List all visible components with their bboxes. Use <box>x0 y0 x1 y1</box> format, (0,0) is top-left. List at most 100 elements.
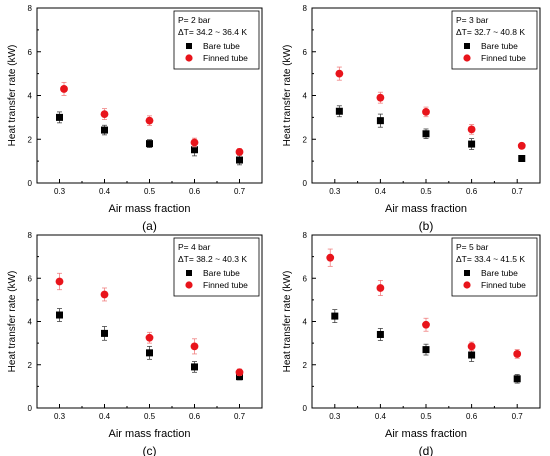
data-point-bare-tube <box>518 155 526 162</box>
y-tick-label: 6 <box>28 48 33 57</box>
x-tick-label: 0.5 <box>144 412 156 421</box>
data-point-bare-tube <box>236 373 243 381</box>
y-tick-label: 0 <box>303 404 308 413</box>
legend-annotation: ΔT= 38.2 ~ 40.3 K <box>178 254 247 264</box>
legend-label: Bare tube <box>481 41 518 51</box>
data-point-bare-tube <box>191 146 198 154</box>
legend-marker <box>464 43 470 49</box>
legend-label: Bare tube <box>203 41 240 51</box>
data-point-bare-tube <box>513 375 521 383</box>
chart-panel-1: 0 2 4 6 8 0.3 0.4 0.5 0.6 0.7 Air mass fraction Hea… <box>7 4 263 233</box>
data-point-bare-tube <box>236 156 243 164</box>
x-tick-label: 0.4 <box>99 187 111 196</box>
chart-panel-4: 0 2 4 6 8 0.3 0.4 0.5 0.6 0.7 Air mass fraction Hea… <box>282 231 541 456</box>
panel-label: (c) <box>143 444 157 456</box>
data-point-finned-tube <box>60 85 68 93</box>
data-point-finned-tube <box>467 342 476 351</box>
data-point-bare-tube <box>56 113 63 121</box>
legend-label: Finned tube <box>203 53 248 63</box>
legend-marker <box>186 43 192 49</box>
data-point-finned-tube <box>326 253 335 262</box>
data-point-finned-tube <box>467 125 476 134</box>
data-point-bare-tube <box>146 140 153 148</box>
y-axis-label: Heat transfer rate (kW) <box>282 271 293 373</box>
x-axis-label: Air mass fraction <box>109 203 191 215</box>
y-tick-label: 8 <box>28 4 33 13</box>
data-point-finned-tube <box>145 333 154 342</box>
data-point-finned-tube <box>55 277 64 286</box>
legend-label: Bare tube <box>203 268 240 278</box>
x-tick-label: 0.4 <box>375 412 387 421</box>
panel-label: (d) <box>419 444 434 456</box>
legend-label: Finned tube <box>203 280 248 290</box>
x-tick-label: 0.7 <box>512 412 524 421</box>
legend-annotation: P= 3 bar <box>456 15 489 25</box>
y-tick-label: 4 <box>303 92 308 101</box>
x-axis-label: Air mass fraction <box>385 203 467 215</box>
x-tick-label: 0.5 <box>420 187 432 196</box>
data-point-finned-tube <box>422 320 430 329</box>
y-tick-label: 2 <box>28 361 33 370</box>
y-tick-label: 0 <box>28 404 33 413</box>
data-point-finned-tube <box>376 284 385 292</box>
chart-panel-2: 0 2 4 6 8 0.3 0.4 0.5 0.6 0.7 Air mass fraction Hea… <box>282 4 541 233</box>
y-tick-label: 8 <box>303 231 308 240</box>
x-tick-label: 0.6 <box>189 412 201 421</box>
data-point-bare-tube <box>422 130 430 138</box>
x-tick-label: 0.5 <box>420 412 432 421</box>
legend-annotation: ΔT= 32.7 ~ 40.8 K <box>456 27 525 37</box>
x-tick-label: 0.4 <box>375 187 387 196</box>
data-point-finned-tube <box>190 342 199 351</box>
data-point-finned-tube <box>376 93 385 102</box>
data-point-bare-tube <box>146 349 153 357</box>
data-point-bare-tube <box>335 107 343 115</box>
data-point-bare-tube <box>468 351 476 359</box>
x-tick-label: 0.5 <box>144 187 156 196</box>
data-point-bare-tube <box>468 140 476 148</box>
x-tick-label: 0.3 <box>54 187 66 196</box>
data-point-finned-tube <box>190 138 199 147</box>
y-tick-label: 2 <box>28 135 33 144</box>
y-tick-label: 6 <box>303 48 308 57</box>
y-tick-label: 6 <box>303 274 308 283</box>
data-point-finned-tube <box>235 148 244 156</box>
legend-marker <box>186 270 192 276</box>
y-tick-label: 4 <box>303 318 308 327</box>
x-tick-label: 0.3 <box>329 187 341 196</box>
data-point-finned-tube <box>335 69 344 78</box>
panel-label: (b) <box>419 219 434 233</box>
legend-marker <box>464 270 470 276</box>
x-axis-label: Air mass fraction <box>109 428 191 440</box>
legend-label: Finned tube <box>481 53 526 63</box>
x-tick-label: 0.6 <box>466 412 478 421</box>
data-point-bare-tube <box>376 117 384 125</box>
data-point-bare-tube <box>56 311 63 319</box>
legend-marker <box>463 54 471 62</box>
y-tick-label: 2 <box>303 135 308 144</box>
legend-label: Bare tube <box>481 268 518 278</box>
x-tick-label: 0.3 <box>329 412 341 421</box>
y-tick-label: 8 <box>303 4 308 13</box>
data-point-finned-tube <box>100 110 109 118</box>
legend-annotation: ΔT= 34.2 ~ 36.4 K <box>178 27 247 37</box>
legend-annotation: P= 4 bar <box>178 242 211 252</box>
legend-label: Finned tube <box>481 280 526 290</box>
data-point-bare-tube <box>376 330 384 338</box>
y-tick-label: 0 <box>303 179 308 188</box>
data-point-bare-tube <box>331 312 339 320</box>
y-tick-label: 4 <box>28 92 33 101</box>
legend-annotation: P= 5 bar <box>456 242 489 252</box>
data-point-finned-tube <box>235 368 244 377</box>
x-tick-label: 0.7 <box>512 187 524 196</box>
legend-annotation: P= 2 bar <box>178 15 211 25</box>
data-point-finned-tube <box>513 350 522 358</box>
y-axis-label: Heat transfer rate (kW) <box>282 45 293 147</box>
data-point-bare-tube <box>101 126 108 134</box>
y-tick-label: 4 <box>28 318 33 327</box>
y-axis-label: Heat transfer rate (kW) <box>7 271 18 373</box>
legend-marker <box>463 281 471 289</box>
chart-panel-3: 0 2 4 6 8 0.3 0.4 0.5 0.6 0.7 Air mass fraction Hea… <box>7 231 263 456</box>
panel-label: (a) <box>142 219 157 233</box>
y-axis-label: Heat transfer rate (kW) <box>7 45 18 147</box>
